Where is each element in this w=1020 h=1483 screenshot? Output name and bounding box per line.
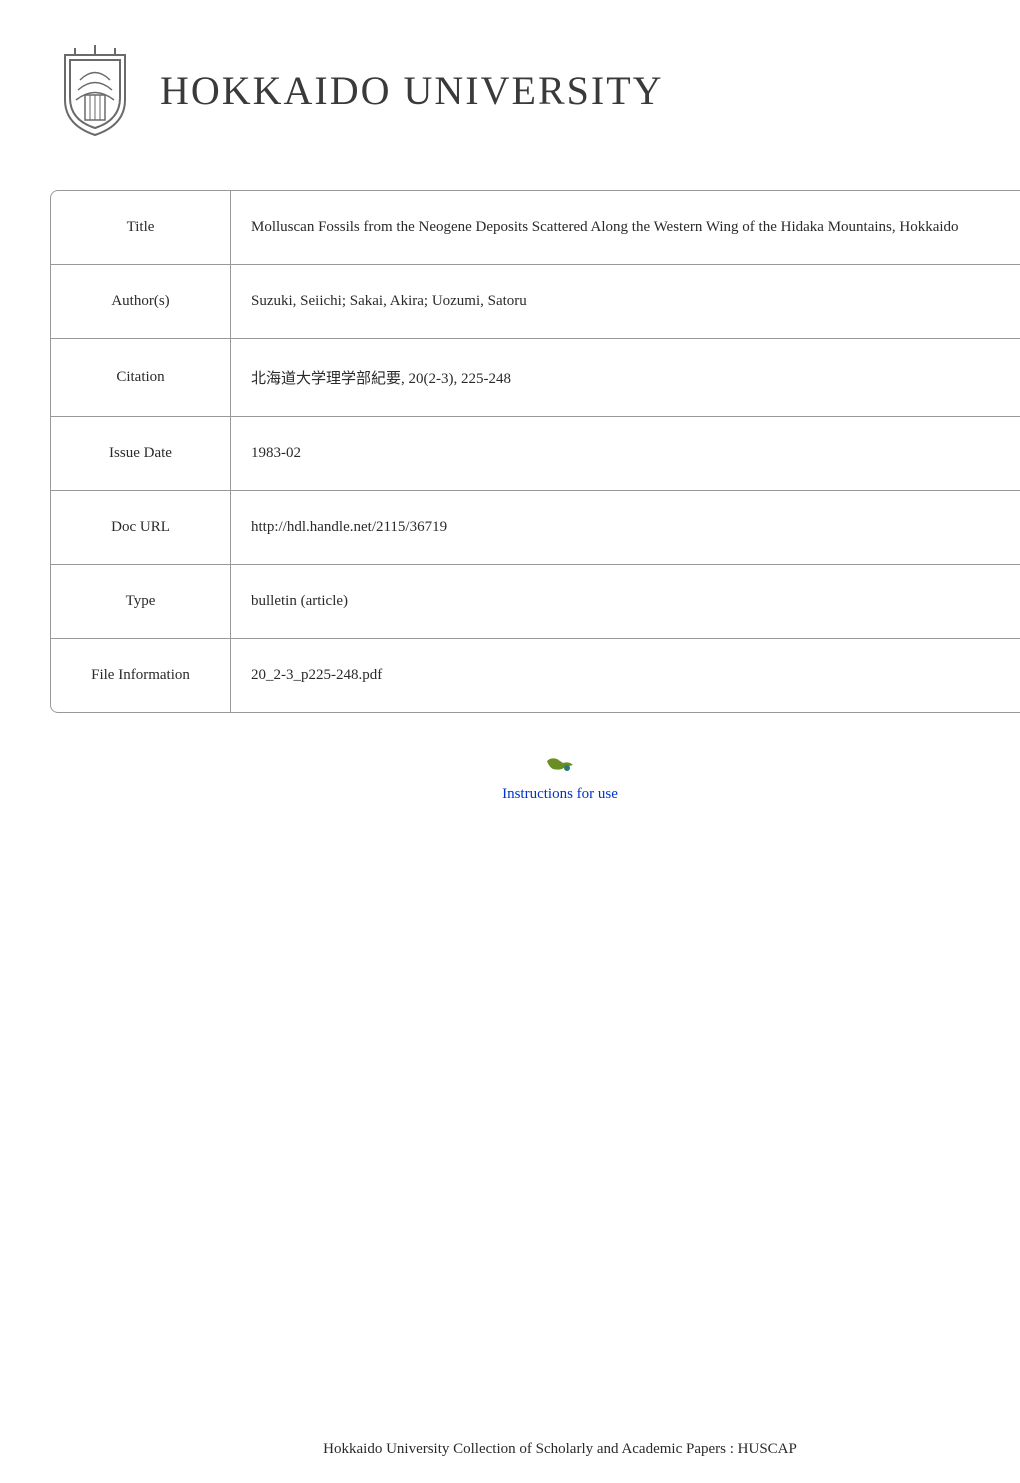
header: HOKKAIDO UNIVERSITY (50, 40, 1020, 140)
university-crest-icon (50, 40, 140, 140)
metadata-value: 北海道大学理学部紀要, 20(2-3), 225-248 (231, 339, 1020, 417)
metadata-label: Author(s) (51, 265, 231, 339)
metadata-value: Suzuki, Seiichi; Sakai, Akira; Uozumi, S… (231, 265, 1020, 339)
table-row: Author(s) Suzuki, Seiichi; Sakai, Akira;… (51, 265, 1020, 339)
metadata-tbody: Title Molluscan Fossils from the Neogene… (51, 191, 1020, 712)
metadata-value: Molluscan Fossils from the Neogene Depos… (231, 191, 1020, 265)
metadata-label: Title (51, 191, 231, 265)
metadata-label: Issue Date (51, 417, 231, 491)
metadata-value: http://hdl.handle.net/2115/36719 (231, 491, 1020, 565)
metadata-label: File Information (51, 639, 231, 712)
table-row: Citation 北海道大学理学部紀要, 20(2-3), 225-248 (51, 339, 1020, 417)
table-row: Doc URL http://hdl.handle.net/2115/36719 (51, 491, 1020, 565)
metadata-label: Doc URL (51, 491, 231, 565)
metadata-value: 1983-02 (231, 417, 1020, 491)
table-row: File Information 20_2-3_p225-248.pdf (51, 639, 1020, 712)
metadata-table: Title Molluscan Fossils from the Neogene… (50, 190, 1020, 713)
instructions-link[interactable]: Instructions for use (502, 786, 618, 802)
metadata-value: bulletin (article) (231, 565, 1020, 639)
instructions-section: Instructions for use (50, 753, 1020, 803)
bird-icon (545, 753, 575, 777)
metadata-value: 20_2-3_p225-248.pdf (231, 639, 1020, 712)
footer-text: Hokkaido University Collection of Schola… (50, 1441, 1020, 1458)
table-row: Issue Date 1983-02 (51, 417, 1020, 491)
table-row: Type bulletin (article) (51, 565, 1020, 639)
table-row: Title Molluscan Fossils from the Neogene… (51, 191, 1020, 265)
metadata-label: Type (51, 565, 231, 639)
university-name: HOKKAIDO UNIVERSITY (160, 67, 664, 114)
metadata-label: Citation (51, 339, 231, 417)
